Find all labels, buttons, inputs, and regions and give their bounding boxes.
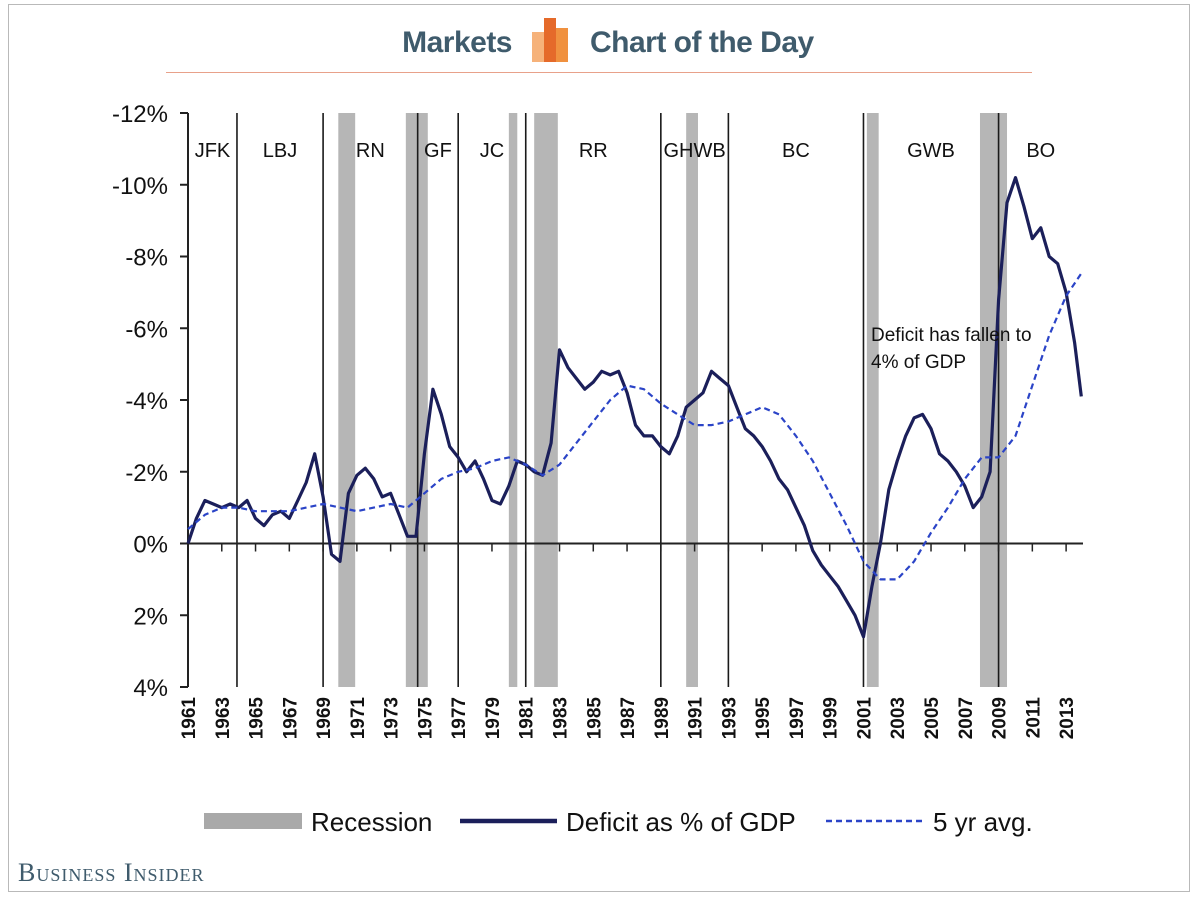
y-tick-label: -2% [125, 460, 168, 487]
president-label: JC [480, 140, 504, 162]
annotation-text: Deficit has fallen to 4% of GDP [871, 325, 1032, 373]
x-tick-label: 1967 [280, 697, 301, 739]
x-tick-label: 1971 [348, 697, 369, 740]
recession-band [338, 113, 356, 687]
y-tick-label: -12% [112, 101, 168, 128]
x-tick-label: 1991 [686, 697, 707, 740]
x-tick-label: 1997 [787, 697, 808, 739]
x-tick-label: 1987 [618, 697, 639, 739]
x-tick-label: 1979 [483, 697, 504, 739]
president-label: LBJ [263, 140, 297, 162]
x-tick-label: 1969 [314, 697, 335, 739]
president-label: JFK [195, 140, 231, 162]
president-label: BO [1026, 140, 1055, 162]
legend-label: 5 yr avg. [933, 807, 1033, 837]
x-tick-label: 2003 [888, 697, 909, 739]
header-divider [166, 72, 1032, 73]
president-label: GWB [907, 140, 955, 162]
x-tick-label: 1973 [382, 697, 403, 739]
y-tick-label: -6% [125, 316, 168, 343]
x-tick-label: 1963 [213, 697, 234, 739]
x-tick-label: 1981 [517, 697, 538, 740]
recession-band [508, 113, 518, 687]
y-tick-label: 0% [133, 532, 168, 559]
recession-band [686, 113, 698, 687]
x-tick-label: 1995 [753, 697, 774, 740]
chart-header: Markets Chart of the Day [0, 14, 1200, 70]
x-tick-label: 1985 [584, 697, 605, 740]
chart-of-the-day-label: Chart of the Day [590, 26, 814, 59]
x-tick-label: 1965 [247, 697, 268, 740]
y-tick-label: 2% [133, 603, 168, 630]
x-tick-label: 1961 [179, 697, 200, 740]
x-tick-label: 1983 [551, 697, 572, 739]
x-tick-label: 2005 [922, 697, 943, 740]
legend-label: Recession [311, 807, 432, 837]
x-tick-label: 1989 [652, 697, 673, 739]
recession-band [866, 113, 879, 687]
x-tick-label: 1975 [415, 697, 436, 740]
president-label: RR [579, 140, 608, 162]
x-tick-label: 1977 [449, 697, 470, 739]
chart-frame [8, 4, 1190, 892]
x-tick-label: 2013 [1057, 697, 1078, 739]
legend-label: Deficit as % of GDP [566, 807, 796, 837]
president-label: GHWB [663, 140, 725, 162]
legend-recession-swatch [204, 813, 302, 829]
x-tick-label: 2011 [1023, 697, 1044, 739]
bar-logo-icon [532, 18, 568, 62]
markets-label: Markets [402, 26, 512, 59]
president-label: RN [356, 140, 385, 162]
annotation-line: 4% of GDP [871, 352, 966, 373]
x-tick-label: 1999 [821, 697, 842, 739]
y-tick-label: -8% [125, 245, 168, 272]
recession-band [405, 113, 428, 687]
x-tick-label: 1993 [719, 697, 740, 739]
y-tick-label: -4% [125, 388, 168, 415]
y-tick-label: 4% [133, 675, 168, 702]
x-tick-label: 2007 [956, 697, 977, 739]
brand-logo: Business Insider [18, 858, 205, 887]
x-tick-label: 2001 [854, 697, 875, 740]
president-label: GF [424, 140, 452, 162]
president-label: BC [782, 140, 810, 162]
x-tick-label: 2009 [990, 697, 1011, 739]
annotation-line: Deficit has fallen to [871, 325, 1032, 346]
five-year-avg-series-line [187, 270, 1084, 581]
y-tick-label: -10% [112, 173, 168, 200]
deficit-series-line [186, 176, 1083, 639]
